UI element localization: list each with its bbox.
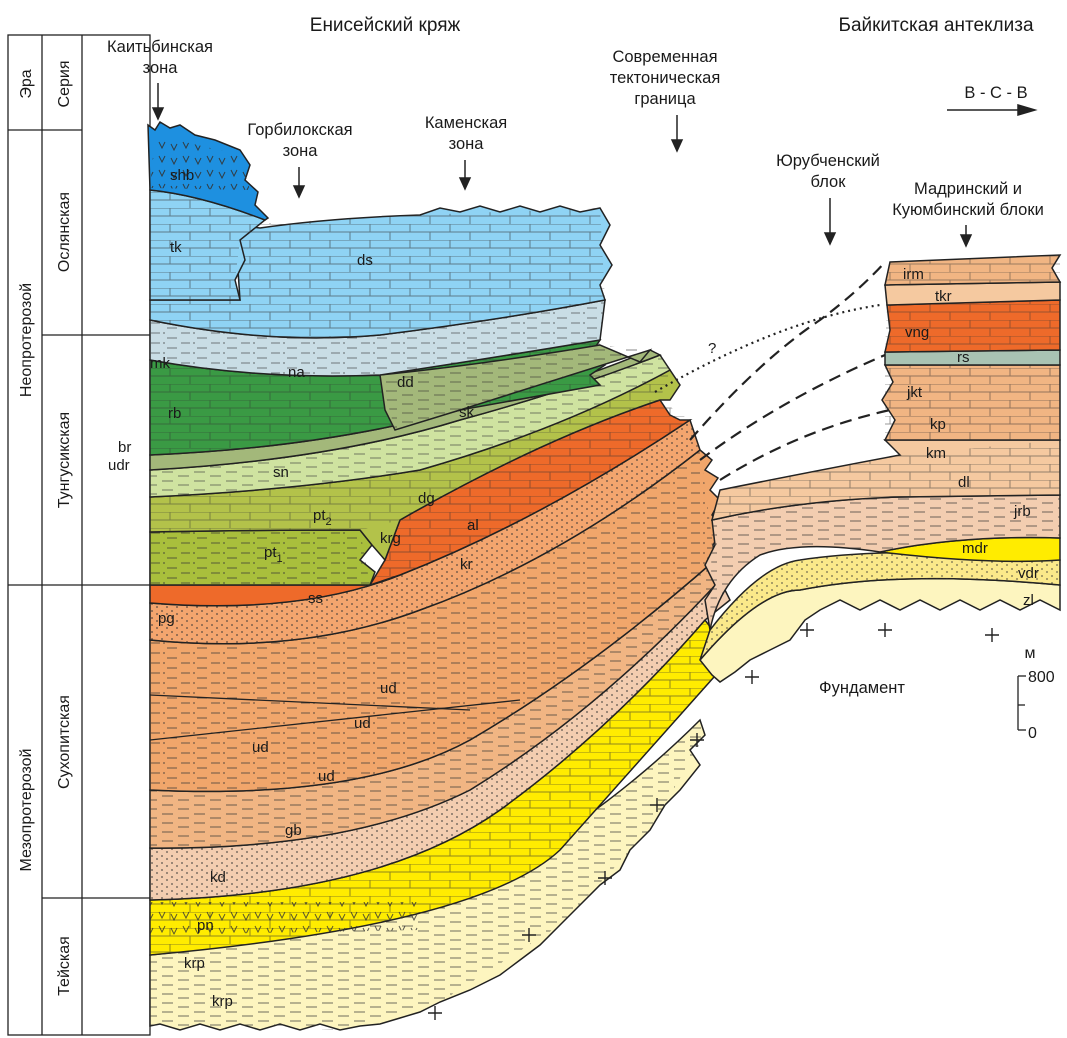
- unit-vng: vng: [905, 324, 929, 341]
- zone-gorbilokskaya-line2: зона: [283, 142, 319, 160]
- era-mesoproterozoic: Мезопротерозой: [18, 749, 35, 872]
- series-header: Серия: [56, 61, 73, 108]
- boundary-line3: граница: [634, 90, 696, 108]
- unit-mdr: mdr: [962, 540, 988, 557]
- basement-label: Фундамент: [819, 679, 905, 697]
- zone-madrinsky-line1: Мадринский и: [914, 180, 1022, 198]
- unit-vdr: vdr: [1018, 565, 1039, 582]
- unit-krg: krg: [380, 530, 401, 547]
- boundary-line1: Современная: [612, 48, 717, 66]
- unit-kp: kp: [930, 416, 946, 433]
- unit-pg: pg: [158, 610, 175, 627]
- unit-ud-2: ud: [354, 715, 371, 732]
- unit-ss: ss: [308, 590, 323, 607]
- header-baikit: Байкитская антеклиза: [838, 15, 1033, 36]
- headings: Енисейский кряж Байкитская антеклиза В -…: [310, 15, 1034, 102]
- unit-mk: mk: [150, 355, 170, 372]
- header-yenisei: Енисейский кряж: [310, 15, 461, 36]
- zone-kamenskaya-line1: Каменская: [425, 114, 507, 132]
- unit-gb: gb: [285, 822, 302, 839]
- unit-ud-4: ud: [318, 768, 335, 785]
- basement-crosses: [428, 623, 999, 1020]
- boundary-line2: тектоническая: [610, 69, 721, 87]
- unit-br: br: [118, 439, 131, 456]
- unit-krp-2: krp: [212, 993, 233, 1010]
- unit-zl: zl: [1023, 592, 1034, 609]
- question-mark: ?: [708, 340, 716, 357]
- unit-ud-1: ud: [380, 680, 397, 697]
- unit-tk: tk: [170, 239, 182, 256]
- unit-pt1: pt1: [264, 544, 283, 565]
- unit-pn: pn: [197, 917, 214, 934]
- scale-unit: м: [1025, 645, 1036, 662]
- series-teyskaya: Тейская: [56, 936, 73, 996]
- zone-yurubchensky-line1: Юрубченский: [776, 152, 880, 170]
- unit-kr: kr: [460, 556, 473, 573]
- unit-irm: irm: [903, 266, 924, 283]
- series-sukhopitskaya: Сухопитская: [56, 695, 73, 789]
- series-tungusikskaya: Тунгусикская: [56, 412, 73, 508]
- series-oslyanskaya: Ослянская: [56, 192, 73, 272]
- unit-pt2: pt2: [313, 507, 332, 528]
- unit-sn: sn: [273, 464, 289, 481]
- zone-kamenskaya-line2: зона: [449, 135, 485, 153]
- scale-top: 800: [1028, 669, 1055, 686]
- unit-shb: shb: [170, 167, 194, 184]
- correlation-lines: [654, 261, 891, 481]
- unit-dd: dd: [397, 374, 414, 391]
- zone-arrows: [151, 83, 1038, 731]
- unit-dg: dg: [418, 490, 435, 507]
- era-neoproterozoic: Неопротерозой: [18, 283, 35, 397]
- unit-dl: dl: [958, 474, 970, 491]
- unit-jkt: jkt: [906, 384, 923, 401]
- zone-labels: Каитьбинская зона Горбилокская зона Каме…: [107, 38, 1044, 219]
- baikit-anteclise-section: [699, 254, 1062, 683]
- unit-km: km: [926, 445, 946, 462]
- era-header: Эра: [18, 69, 35, 98]
- zone-madrinsky-line2: Куюмбинский блоки: [892, 201, 1044, 219]
- unit-udr: udr: [108, 457, 130, 474]
- zone-gorbilokskaya-line1: Горбилокская: [247, 121, 352, 139]
- unit-sk: sk: [459, 404, 475, 421]
- strat-column: Эра Серия Неопротерозой Мезопротерозой О…: [7, 34, 151, 1036]
- unit-kd: kd: [210, 869, 226, 886]
- zone-yurubchensky-line2: блок: [811, 173, 847, 191]
- unit-na: na: [288, 364, 305, 381]
- scale-bottom: 0: [1028, 725, 1037, 742]
- direction-label: В - С - В: [964, 84, 1027, 102]
- unit-labels: shb tk ds na mk rb dd sk br udr sn pt2 p…: [108, 167, 1039, 1010]
- zone-kaitbinskaya-line1: Каитьбинская: [107, 38, 213, 56]
- unit-jrb: jrb: [1013, 503, 1031, 520]
- yenisei-ridge-section: [147, 120, 732, 1031]
- unit-ds: ds: [357, 252, 373, 269]
- unit-tkr: tkr: [935, 288, 952, 305]
- scale-bar: м 800 0: [1025, 645, 1055, 742]
- zone-kaitbinskaya-line2: зона: [143, 59, 179, 77]
- unit-krp-1: krp: [184, 955, 205, 972]
- unit-rs: rs: [957, 349, 970, 366]
- unit-rb: rb: [168, 405, 181, 422]
- unit-al: al: [467, 517, 479, 534]
- column-frame: [7, 34, 151, 1036]
- unit-ud-3: ud: [252, 739, 269, 756]
